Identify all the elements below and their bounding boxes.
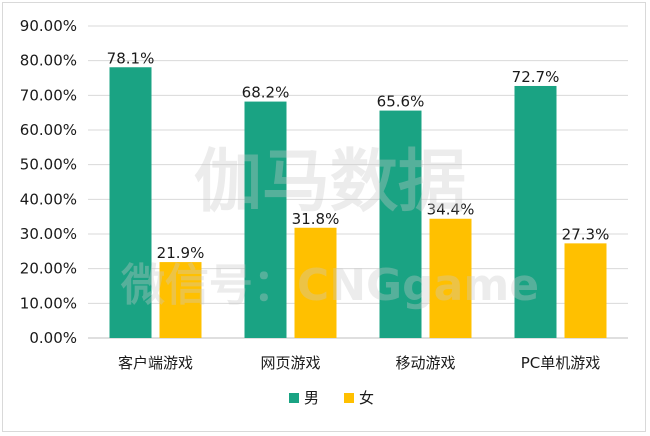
watermark-subtitle: 微信号：CNGgame: [120, 260, 539, 311]
data-label: 68.2%: [242, 84, 290, 102]
legend-label: 女: [359, 389, 374, 407]
watermark-title: 伽马数据: [194, 143, 466, 222]
y-axis: 0.00% 10.00% 20.00% 30.00% 40.00% 50.00% 60.00…: [20, 17, 77, 347]
bar: [514, 85, 557, 339]
y-tick-label: 40.00%: [20, 190, 77, 208]
data-label: 31.8%: [292, 210, 340, 228]
bar: [109, 67, 152, 339]
data-label: 21.9%: [157, 244, 205, 262]
bar: [244, 101, 287, 338]
data-label: 34.4%: [427, 201, 475, 219]
x-tick-label: 网页游戏: [260, 354, 320, 372]
y-tick-label: 0.00%: [29, 329, 77, 347]
x-axis: 客户端游戏 网页游戏 移动游戏 PC单机游戏: [118, 354, 600, 372]
data-labels: 78.1% 21.9% 68.2% 31.8% 65.6% 34.4% 72.7% 27.3%: [107, 49, 610, 262]
bar: [429, 218, 472, 338]
y-tick-label: 60.00%: [20, 121, 77, 139]
data-label: 27.3%: [562, 225, 610, 243]
y-tick-label: 10.00%: [20, 294, 77, 312]
y-tick-label: 70.00%: [20, 86, 77, 104]
legend-label: 男: [304, 389, 319, 407]
x-tick-label: 移动游戏: [395, 354, 455, 372]
bar: [564, 243, 607, 338]
y-tick-label: 90.00%: [20, 17, 77, 35]
bar: [379, 110, 422, 338]
y-tick-label: 30.00%: [20, 225, 77, 243]
y-tick-label: 20.00%: [20, 260, 77, 278]
bar: [159, 262, 202, 338]
x-tick-label: 客户端游戏: [118, 354, 193, 372]
legend-swatch: [344, 393, 354, 403]
y-tick-label: 80.00%: [20, 52, 77, 70]
legend: 男女: [289, 389, 374, 407]
data-label: 72.7%: [512, 68, 560, 86]
y-tick-label: 50.00%: [20, 156, 77, 174]
legend-swatch: [289, 393, 299, 403]
data-label: 65.6%: [377, 93, 425, 111]
data-label: 78.1%: [107, 49, 155, 67]
bar: [294, 227, 337, 338]
bars: [109, 67, 607, 339]
watermark: 伽马数据 微信号：CNGgame: [120, 143, 539, 311]
x-tick-label: PC单机游戏: [521, 354, 601, 372]
